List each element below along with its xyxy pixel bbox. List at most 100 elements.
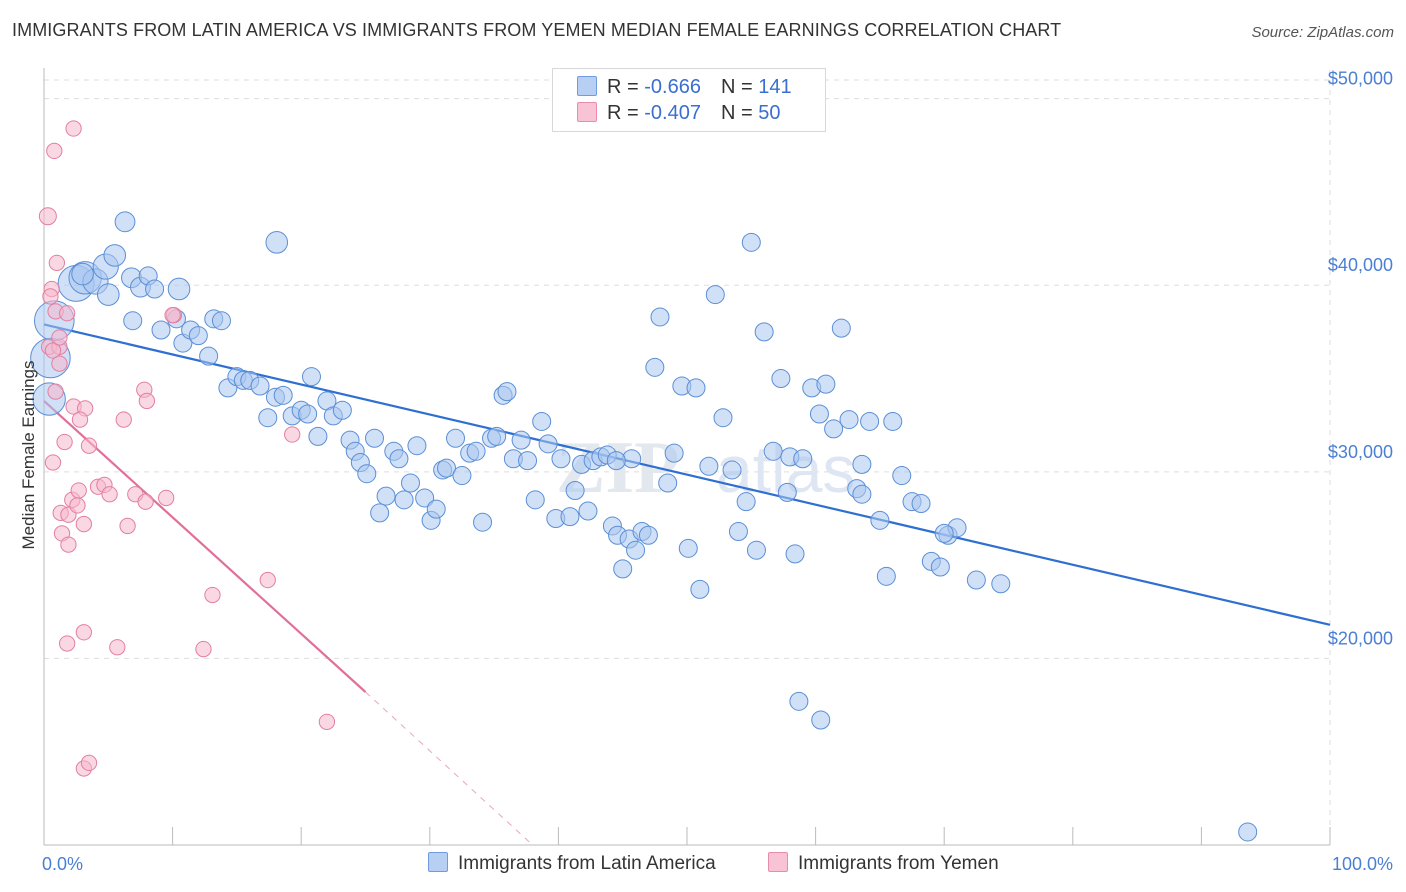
data-point: [46, 142, 63, 160]
data-point: [518, 451, 538, 471]
data-point: [123, 311, 143, 331]
data-point: [606, 451, 626, 471]
data-point: [991, 574, 1011, 594]
data-point: [736, 492, 756, 512]
y-tick-label: $50,000: [1328, 69, 1393, 89]
data-point: [357, 464, 377, 484]
data-point: [211, 311, 231, 331]
data-point: [560, 507, 580, 527]
data-point: [487, 426, 507, 446]
legend-swatch-pink: [577, 102, 597, 122]
data-point: [188, 326, 208, 346]
data-point: [638, 525, 658, 545]
data-point: [376, 486, 396, 506]
y-axis-label: Median Female Earnings: [19, 361, 38, 550]
data-point: [394, 490, 414, 510]
data-point: [407, 436, 427, 456]
data-point: [793, 449, 813, 469]
data-point: [158, 489, 175, 507]
legend-swatch-blue: [577, 76, 597, 96]
data-point: [137, 493, 154, 510]
data-point: [809, 404, 829, 424]
data-point: [777, 482, 797, 502]
series-yemen-points: [38, 120, 336, 777]
data-point: [71, 262, 94, 286]
data-point: [911, 494, 931, 514]
data-point: [415, 488, 435, 508]
data-point: [298, 404, 318, 424]
data-point: [1238, 822, 1258, 842]
bottom-legend-swatch-blue: [428, 852, 448, 872]
data-point: [48, 254, 66, 272]
data-point: [47, 383, 64, 400]
legend-n-label: N =: [720, 102, 759, 124]
data-point: [167, 277, 191, 301]
data-point: [51, 329, 68, 346]
data-point: [824, 419, 844, 439]
axes: [43, 68, 1331, 846]
data-point: [551, 449, 571, 469]
data-point: [839, 410, 859, 430]
data-point: [51, 355, 68, 372]
data-point: [44, 454, 62, 471]
y-tick-label: $30,000: [1328, 442, 1393, 462]
legend-n-label: N =: [720, 76, 759, 98]
data-point: [446, 428, 466, 448]
data-point: [892, 466, 912, 486]
data-point: [728, 522, 748, 542]
data-point: [565, 480, 585, 500]
data-point: [145, 279, 165, 299]
data-point: [883, 411, 903, 431]
data-point: [816, 374, 836, 394]
data-point: [401, 473, 421, 493]
data-point: [876, 566, 896, 586]
legend-r-value: -0.407: [644, 102, 701, 124]
data-point: [151, 320, 171, 340]
data-point: [852, 484, 872, 504]
data-point: [785, 544, 805, 564]
data-point: [58, 305, 76, 322]
data-point: [852, 454, 872, 474]
data-point: [626, 540, 646, 560]
data-point: [101, 486, 118, 503]
data-point: [699, 456, 719, 476]
data-point: [645, 357, 665, 377]
data-point: [497, 382, 517, 402]
data-point: [525, 490, 545, 510]
legend-r-label: R =: [607, 102, 645, 124]
data-point: [308, 426, 328, 446]
data-point: [138, 392, 156, 410]
legend-n-value: 50: [758, 102, 781, 124]
data-point: [115, 411, 132, 428]
chart-title: IMMIGRANTS FROM LATIN AMERICA VS IMMIGRA…: [12, 20, 1062, 40]
data-point: [56, 433, 73, 451]
data-point: [250, 376, 270, 396]
data-point: [103, 244, 127, 267]
data-point: [473, 512, 493, 532]
data-point: [80, 754, 98, 772]
y-tick-label: $20,000: [1328, 628, 1393, 648]
data-point: [301, 367, 321, 387]
data-point: [75, 515, 93, 533]
data-point: [860, 411, 880, 431]
data-point: [966, 570, 986, 590]
data-point: [65, 120, 82, 137]
data-point: [284, 426, 301, 443]
legend-row-yemen: R = -0.407 N = 50: [577, 102, 780, 128]
data-point: [109, 639, 126, 656]
data-point: [870, 510, 890, 530]
data-point: [532, 411, 552, 431]
data-point: [578, 501, 598, 521]
data-point: [273, 385, 293, 405]
stats-legend: R = -0.666 N = 141 R = -0.407 N = 50: [552, 68, 826, 132]
x-tick-label: 0.0%: [42, 854, 83, 874]
data-point: [42, 288, 59, 305]
data-point: [75, 624, 93, 641]
y-tick-label: $40,000: [1328, 255, 1393, 275]
legend-r-value: -0.666: [644, 76, 701, 98]
bottom-legend-latin-america: Immigrants from Latin America: [428, 852, 716, 875]
chart-source: Source: ZipAtlas.com: [1251, 24, 1394, 41]
data-point: [265, 231, 289, 254]
trend-line-blue: [43, 323, 1331, 626]
